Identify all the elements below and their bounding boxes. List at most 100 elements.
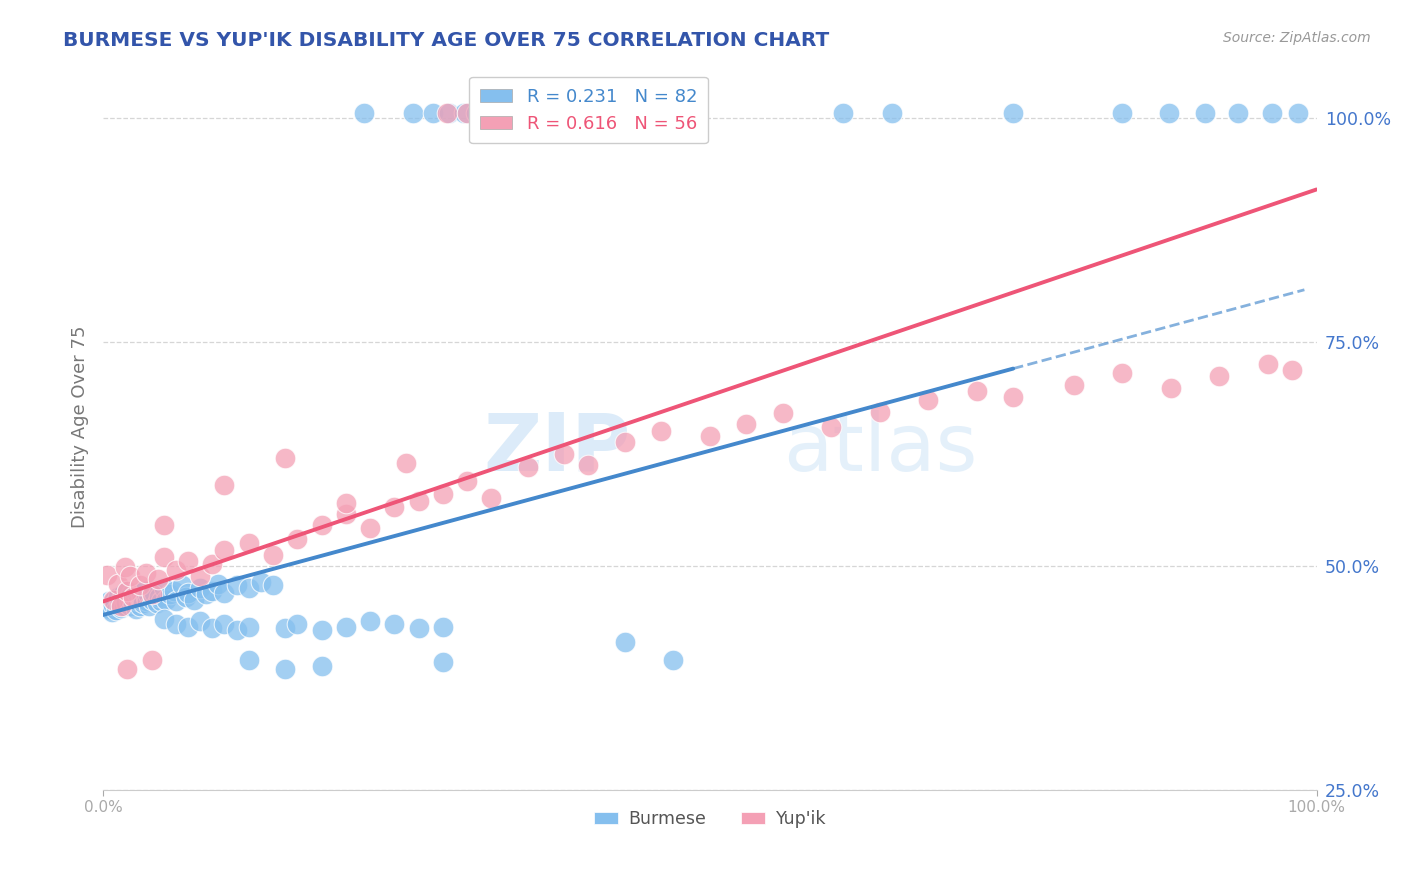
Point — [408, 621, 430, 635]
Point — [262, 578, 284, 592]
Point — [153, 549, 176, 564]
Point — [153, 581, 176, 595]
Point — [1194, 106, 1216, 120]
Point — [165, 563, 187, 577]
Point — [225, 623, 247, 637]
Y-axis label: Disability Age Over 75: Disability Age Over 75 — [72, 326, 89, 528]
Point — [117, 583, 139, 598]
Point — [141, 653, 163, 667]
Point — [432, 619, 454, 633]
Point — [820, 419, 842, 434]
Point — [382, 500, 405, 515]
Point — [118, 569, 141, 583]
Point — [553, 447, 575, 461]
Point — [135, 590, 157, 604]
Point — [214, 478, 236, 492]
Text: BURMESE VS YUP'IK DISABILITY AGE OVER 75 CORRELATION CHART: BURMESE VS YUP'IK DISABILITY AGE OVER 75… — [63, 31, 830, 50]
Point — [311, 659, 333, 673]
Point — [335, 496, 357, 510]
Point — [128, 599, 150, 613]
Point — [174, 590, 197, 604]
Point — [111, 587, 134, 601]
Point — [1111, 366, 1133, 380]
Point — [432, 656, 454, 670]
Point — [880, 106, 903, 120]
Point — [145, 596, 167, 610]
Point — [464, 106, 486, 120]
Point — [128, 578, 150, 592]
Point — [136, 587, 159, 601]
Point — [110, 599, 132, 613]
Point — [121, 592, 143, 607]
Point — [159, 587, 181, 601]
Point — [613, 435, 636, 450]
Point — [238, 653, 260, 667]
Text: Source: ZipAtlas.com: Source: ZipAtlas.com — [1223, 31, 1371, 45]
Point — [966, 384, 988, 398]
Point — [112, 599, 135, 613]
Point — [1063, 377, 1085, 392]
Point — [146, 572, 169, 586]
Point — [98, 594, 121, 608]
Point — [107, 576, 129, 591]
Point — [114, 560, 136, 574]
Point — [120, 587, 142, 601]
Text: atlas: atlas — [783, 409, 977, 488]
Point — [135, 594, 157, 608]
Point — [1002, 390, 1025, 404]
Point — [1281, 363, 1303, 377]
Point — [96, 567, 118, 582]
Point — [250, 574, 273, 589]
Point — [1208, 368, 1230, 383]
Point — [135, 566, 157, 580]
Point — [359, 521, 381, 535]
Point — [101, 592, 124, 607]
Point — [699, 429, 721, 443]
Point — [138, 599, 160, 613]
Point — [432, 487, 454, 501]
Point — [134, 583, 156, 598]
Point — [105, 603, 128, 617]
Point — [141, 587, 163, 601]
Point — [735, 417, 758, 431]
Point — [96, 599, 118, 613]
Point — [118, 599, 141, 613]
Point — [422, 106, 444, 120]
Point — [1002, 106, 1025, 120]
Point — [153, 612, 176, 626]
Point — [335, 507, 357, 521]
Point — [274, 621, 297, 635]
Point — [188, 569, 211, 583]
Point — [155, 592, 177, 607]
Point — [153, 518, 176, 533]
Point — [1160, 381, 1182, 395]
Point — [108, 594, 131, 608]
Point — [117, 662, 139, 676]
Point — [382, 616, 405, 631]
Point — [129, 590, 152, 604]
Point — [214, 542, 236, 557]
Point — [869, 404, 891, 418]
Point — [132, 596, 155, 610]
Point — [188, 614, 211, 628]
Point — [1257, 357, 1279, 371]
Point — [214, 616, 236, 631]
Point — [262, 548, 284, 562]
Point — [150, 594, 173, 608]
Point — [170, 578, 193, 592]
Point — [100, 601, 122, 615]
Point — [395, 456, 418, 470]
Point — [122, 590, 145, 604]
Point — [1157, 106, 1180, 120]
Point — [104, 596, 127, 610]
Point — [285, 616, 308, 631]
Point — [183, 592, 205, 607]
Point — [274, 451, 297, 466]
Point — [103, 592, 125, 607]
Point — [114, 592, 136, 607]
Point — [1286, 106, 1309, 120]
Point — [401, 106, 423, 120]
Legend: Burmese, Yup'ik: Burmese, Yup'ik — [586, 804, 832, 835]
Point — [117, 594, 139, 608]
Point — [238, 619, 260, 633]
